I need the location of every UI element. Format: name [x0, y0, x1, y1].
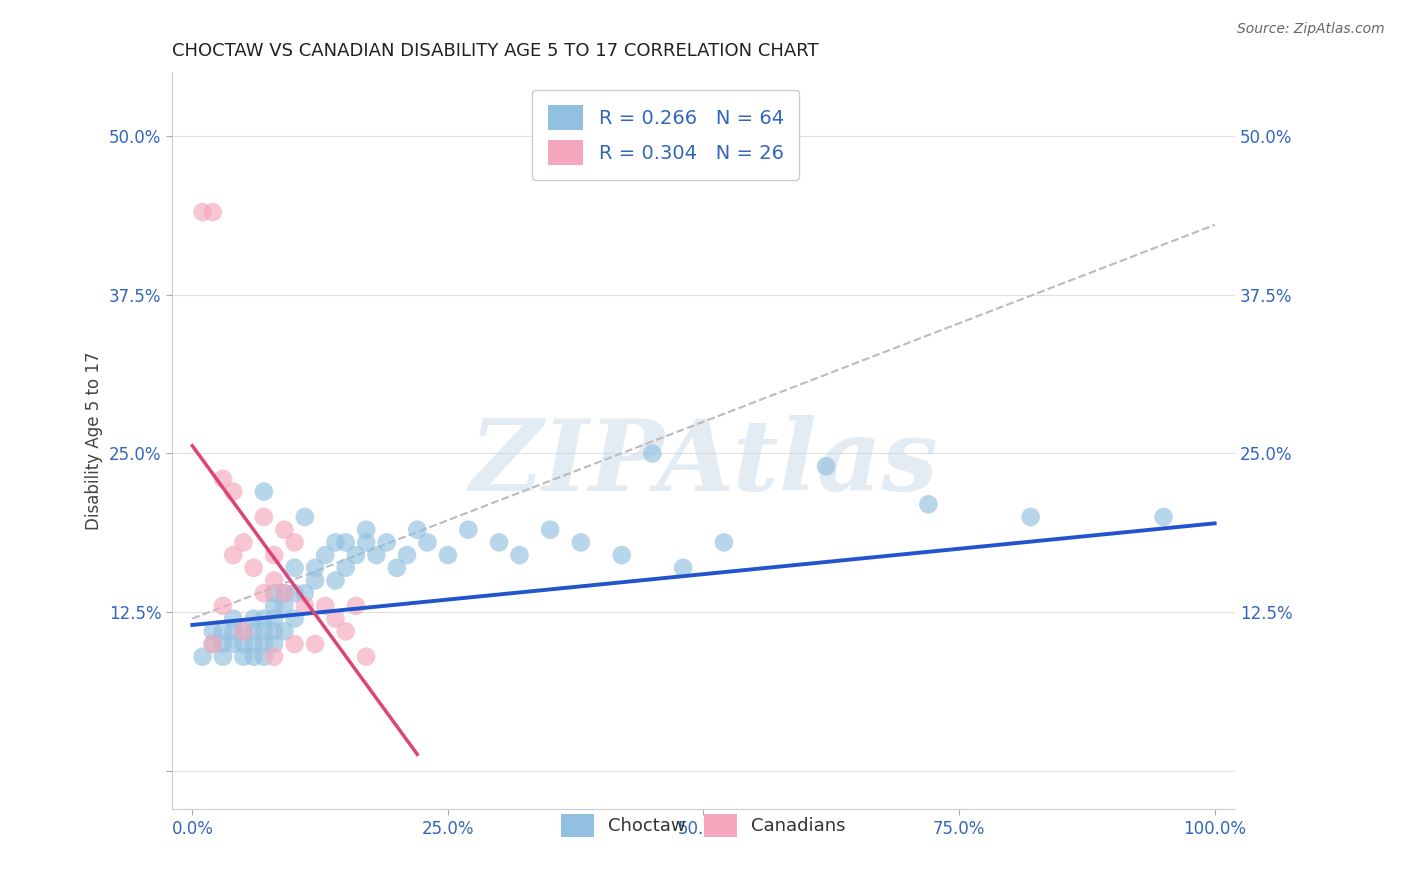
Point	[1153, 510, 1175, 524]
Y-axis label: Disability Age 5 to 17: Disability Age 5 to 17	[86, 351, 103, 530]
Point	[232, 637, 254, 651]
Point	[284, 637, 307, 651]
Point	[222, 612, 245, 626]
Point	[385, 561, 408, 575]
Point	[395, 548, 418, 562]
Point	[917, 497, 939, 511]
Point	[232, 624, 254, 639]
Point	[294, 510, 316, 524]
Point	[263, 637, 285, 651]
Point	[242, 624, 264, 639]
Point	[253, 637, 276, 651]
Point	[253, 510, 276, 524]
Point	[304, 574, 326, 588]
Point	[263, 586, 285, 600]
Legend: Choctaw, Canadians: Choctaw, Canadians	[554, 806, 853, 845]
Point	[406, 523, 429, 537]
Point	[284, 586, 307, 600]
Point	[253, 624, 276, 639]
Point	[253, 484, 276, 499]
Point	[201, 205, 224, 219]
Point	[304, 637, 326, 651]
Point	[488, 535, 510, 549]
Point	[212, 472, 235, 486]
Point	[538, 523, 561, 537]
Point	[253, 612, 276, 626]
Point	[416, 535, 439, 549]
Point	[294, 599, 316, 613]
Point	[212, 599, 235, 613]
Point	[325, 574, 347, 588]
Point	[335, 624, 357, 639]
Point	[294, 586, 316, 600]
Point	[273, 624, 295, 639]
Point	[284, 561, 307, 575]
Point	[713, 535, 735, 549]
Point	[222, 624, 245, 639]
Point	[263, 599, 285, 613]
Point	[284, 612, 307, 626]
Point	[437, 548, 460, 562]
Point	[304, 561, 326, 575]
Point	[284, 535, 307, 549]
Point	[273, 523, 295, 537]
Point	[815, 459, 838, 474]
Point	[354, 523, 377, 537]
Point	[354, 649, 377, 664]
Point	[232, 624, 254, 639]
Text: Source: ZipAtlas.com: Source: ZipAtlas.com	[1237, 22, 1385, 37]
Point	[354, 535, 377, 549]
Point	[191, 649, 214, 664]
Point	[263, 649, 285, 664]
Point	[335, 535, 357, 549]
Point	[263, 624, 285, 639]
Point	[253, 586, 276, 600]
Point	[242, 649, 264, 664]
Point	[325, 612, 347, 626]
Point	[1019, 510, 1042, 524]
Point	[569, 535, 592, 549]
Point	[314, 548, 336, 562]
Point	[212, 624, 235, 639]
Point	[273, 586, 295, 600]
Point	[201, 624, 224, 639]
Point	[242, 561, 264, 575]
Point	[201, 637, 224, 651]
Point	[375, 535, 398, 549]
Point	[222, 484, 245, 499]
Text: CHOCTAW VS CANADIAN DISABILITY AGE 5 TO 17 CORRELATION CHART: CHOCTAW VS CANADIAN DISABILITY AGE 5 TO …	[172, 42, 818, 60]
Point	[212, 649, 235, 664]
Point	[273, 586, 295, 600]
Point	[263, 574, 285, 588]
Point	[242, 612, 264, 626]
Point	[610, 548, 633, 562]
Point	[335, 561, 357, 575]
Point	[325, 535, 347, 549]
Point	[232, 649, 254, 664]
Point	[366, 548, 388, 562]
Point	[191, 205, 214, 219]
Point	[273, 599, 295, 613]
Point	[508, 548, 530, 562]
Point	[641, 446, 664, 460]
Point	[457, 523, 479, 537]
Point	[222, 637, 245, 651]
Point	[263, 548, 285, 562]
Point	[242, 637, 264, 651]
Point	[263, 612, 285, 626]
Point	[253, 649, 276, 664]
Point	[222, 548, 245, 562]
Point	[672, 561, 695, 575]
Point	[212, 637, 235, 651]
Point	[201, 637, 224, 651]
Point	[344, 599, 367, 613]
Text: ZIPAtlas: ZIPAtlas	[470, 415, 938, 511]
Point	[232, 535, 254, 549]
Point	[344, 548, 367, 562]
Point	[314, 599, 336, 613]
